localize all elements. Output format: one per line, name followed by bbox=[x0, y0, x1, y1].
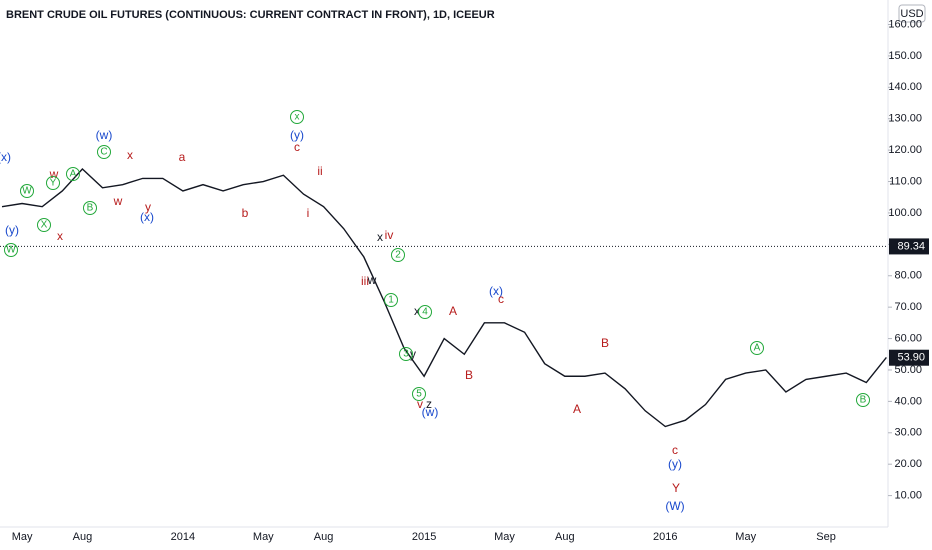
wave-label: 3 bbox=[403, 349, 409, 360]
wave-label: y bbox=[145, 200, 151, 214]
wave-label: (w) bbox=[96, 128, 113, 142]
wave-label: A bbox=[70, 169, 77, 180]
wave-label: 4 bbox=[422, 307, 428, 318]
currency: USD bbox=[900, 8, 923, 20]
last-price-label: 53.90 bbox=[897, 352, 925, 364]
wave-label: x bbox=[377, 230, 383, 244]
wave-circle bbox=[290, 110, 304, 124]
wave-label: x bbox=[127, 148, 133, 162]
wave-label: ii bbox=[317, 164, 322, 178]
y-tick-label: 60.00 bbox=[894, 332, 922, 344]
wave-label: x bbox=[414, 304, 420, 318]
wave-circle bbox=[856, 393, 870, 407]
wave-label: B bbox=[860, 395, 867, 406]
wave-circle bbox=[412, 387, 426, 401]
price-label: 89.34 bbox=[897, 240, 925, 252]
chart-title: BRENT CRUDE OIL FUTURES (CONTINUOUS: CUR… bbox=[6, 9, 495, 21]
y-tick-label: 30.00 bbox=[894, 427, 922, 439]
wave-label: b bbox=[242, 206, 249, 220]
wave-circle bbox=[83, 201, 97, 215]
y-tick-label: 50.00 bbox=[894, 364, 922, 376]
wave-label: (x) bbox=[0, 150, 11, 164]
x-tick-label: May bbox=[12, 531, 33, 543]
wave-label: 5 bbox=[416, 389, 422, 400]
wave-label: (w) bbox=[422, 405, 439, 419]
wave-circle bbox=[46, 176, 60, 190]
y-tick-label: 70.00 bbox=[894, 301, 922, 313]
y-tick-label: 10.00 bbox=[894, 489, 922, 501]
x-tick-label: 2016 bbox=[653, 531, 677, 543]
wave-label: X bbox=[41, 220, 48, 231]
y-tick-label: 80.00 bbox=[894, 270, 922, 282]
y-tick-label: 160.00 bbox=[888, 18, 922, 30]
x-tick-label: Aug bbox=[73, 531, 93, 543]
wave-circle bbox=[66, 167, 80, 181]
wave-label: c bbox=[498, 292, 504, 306]
wave-label: (x) bbox=[489, 284, 503, 298]
wave-label: B bbox=[465, 368, 473, 382]
wave-circle bbox=[391, 248, 405, 262]
x-tick-label: 2015 bbox=[412, 531, 436, 543]
wave-label: c bbox=[672, 443, 678, 457]
wave-label: B bbox=[87, 203, 94, 214]
y-tick-label: 120.00 bbox=[888, 144, 922, 156]
x-tick-label: May bbox=[253, 531, 274, 543]
y-tick-label: 110.00 bbox=[889, 175, 922, 187]
wave-circle bbox=[384, 293, 398, 307]
wave-label: W bbox=[22, 186, 32, 197]
wave-label: iii bbox=[361, 274, 369, 288]
wave-label: a bbox=[179, 150, 186, 164]
currency-box bbox=[898, 4, 926, 23]
wave-label: w bbox=[367, 273, 377, 287]
wave-circle bbox=[418, 305, 432, 319]
wave-label: (x) bbox=[140, 210, 154, 224]
wave-label: x bbox=[57, 229, 63, 243]
wave-circle bbox=[97, 145, 111, 159]
wave-label: (W) bbox=[665, 499, 684, 513]
wave-label: A bbox=[754, 343, 761, 354]
y-tick-label: 150.00 bbox=[888, 50, 922, 62]
wave-label: A bbox=[573, 402, 581, 416]
x-tick-label: May bbox=[494, 531, 515, 543]
y-tick-label: 40.00 bbox=[894, 395, 922, 407]
wave-label: Y bbox=[50, 178, 57, 189]
wave-label: 2 bbox=[395, 250, 401, 261]
last-price-box bbox=[889, 349, 929, 366]
price-series bbox=[1, 167, 887, 428]
wave-label: x bbox=[295, 112, 300, 123]
wave-label: i bbox=[307, 206, 310, 220]
wave-label: v bbox=[417, 397, 423, 411]
wave-circle bbox=[399, 347, 413, 361]
price-box bbox=[889, 238, 929, 255]
wave-label: (y) bbox=[668, 457, 682, 471]
wave-label: (y) bbox=[5, 223, 19, 237]
wave-label: w bbox=[113, 194, 123, 208]
wave-circle bbox=[37, 218, 51, 232]
y-tick-label: 100.00 bbox=[888, 207, 922, 219]
wave-label: z bbox=[426, 397, 432, 411]
wave-label: w bbox=[49, 167, 59, 181]
x-tick-label: Aug bbox=[555, 531, 575, 543]
wave-circle bbox=[750, 341, 764, 355]
x-tick-label: May bbox=[735, 531, 756, 543]
wave-label: (y) bbox=[290, 128, 304, 142]
wave-label: iv bbox=[385, 228, 394, 242]
wave-circle bbox=[4, 243, 18, 257]
wave-label: y bbox=[410, 347, 416, 361]
wave-label: C bbox=[100, 147, 107, 158]
wave-label: B bbox=[601, 336, 609, 350]
y-tick-label: 130.00 bbox=[888, 113, 922, 125]
x-tick-label: Aug bbox=[314, 531, 334, 543]
wave-label: W bbox=[6, 245, 16, 256]
x-tick-label: Sep bbox=[816, 531, 836, 543]
wave-label: 1 bbox=[388, 295, 394, 306]
wave-circle bbox=[20, 184, 34, 198]
wave-label: A bbox=[449, 304, 457, 318]
x-tick-label: 2014 bbox=[171, 531, 195, 543]
wave-label: Y bbox=[672, 481, 680, 495]
wave-label: c bbox=[294, 140, 300, 154]
y-tick-label: 140.00 bbox=[888, 81, 922, 93]
y-tick-label: 20.00 bbox=[894, 458, 922, 470]
